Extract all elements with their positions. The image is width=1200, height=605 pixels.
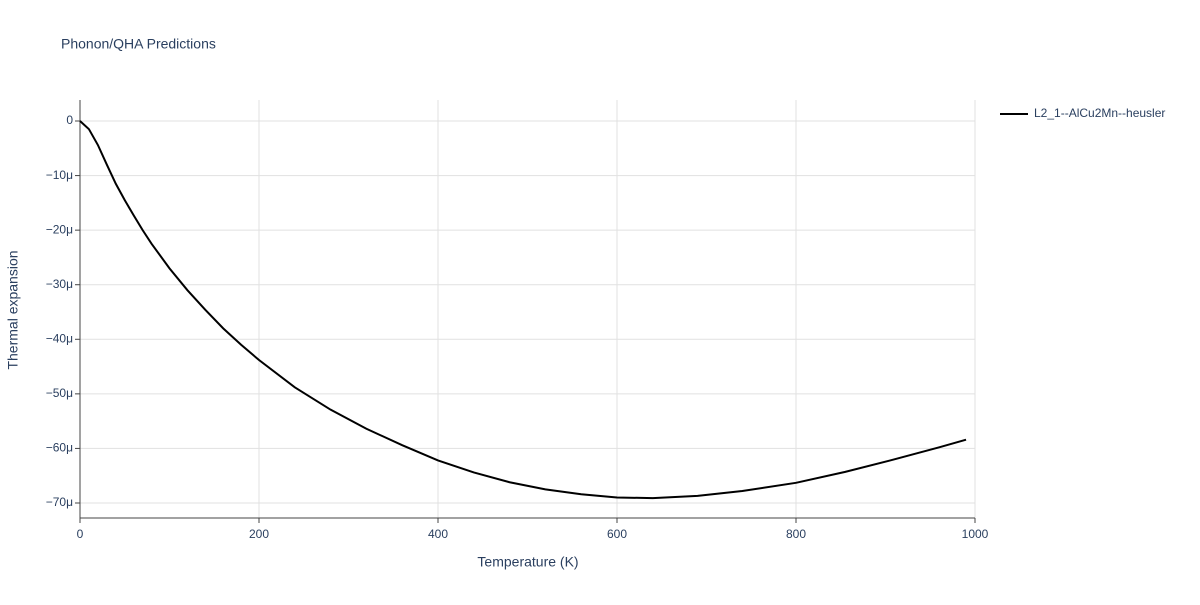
x-tick-label: 800: [786, 527, 806, 541]
y-tick-label: −10μ: [46, 168, 73, 182]
x-tick-label: 0: [77, 527, 84, 541]
x-tick-label: 1000: [962, 527, 989, 541]
legend-label: L2_1--AlCu2Mn--heusler: [1034, 106, 1165, 120]
y-tick-label: −30μ: [46, 277, 73, 291]
y-tick-label: −70μ: [46, 495, 73, 509]
y-tick-label: 0: [66, 113, 73, 127]
y-tick-label: −50μ: [46, 386, 73, 400]
y-tick-label: −40μ: [46, 331, 73, 345]
x-tick-label: 400: [428, 527, 448, 541]
line-series: [79, 120, 967, 500]
chart-title: Phonon/QHA Predictions: [61, 36, 216, 52]
x-axis-title: Temperature (K): [477, 554, 578, 570]
y-tick-label: −20μ: [46, 222, 73, 236]
y-axis-title: Thermal expansion: [5, 250, 21, 369]
x-tick-label: 600: [607, 527, 627, 541]
y-tick-label: −60μ: [46, 441, 73, 455]
x-tick-label: 200: [249, 527, 269, 541]
